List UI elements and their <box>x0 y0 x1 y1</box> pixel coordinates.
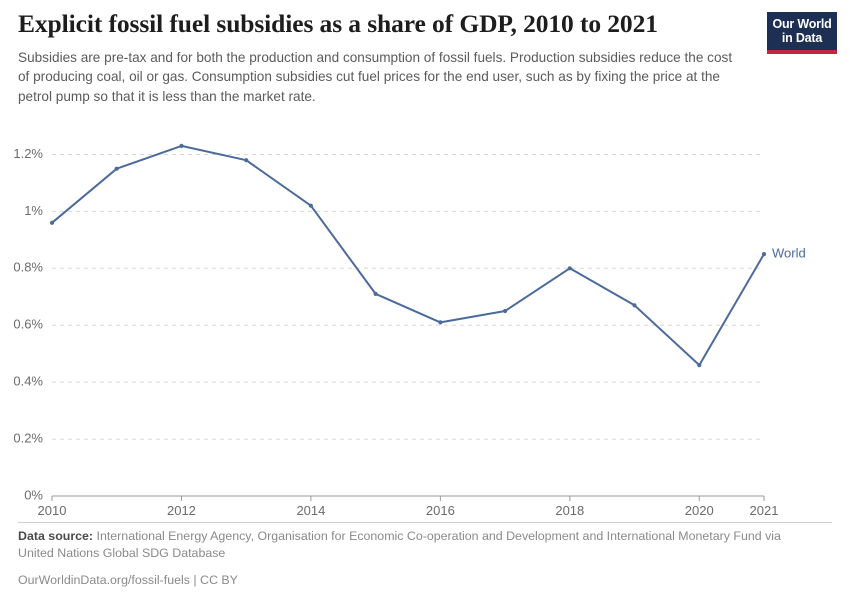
x-axis-tick-label: 2010 <box>38 503 67 518</box>
series-label-world: World <box>772 246 806 261</box>
data-point[interactable] <box>308 203 313 208</box>
x-axis-tick-label: 2018 <box>555 503 584 518</box>
y-axis-tick-label: 0.8% <box>13 260 43 275</box>
y-axis-tick-labels: 0% 0.2% 0.4% 0.6% 0.8% 1% 1.2% <box>13 146 43 503</box>
gridlines <box>52 153 764 440</box>
x-axis-tick-label: 2020 <box>685 503 714 518</box>
x-axis <box>51 495 765 501</box>
data-point[interactable] <box>632 303 637 308</box>
owid-logo[interactable]: Our World in Data <box>767 12 837 54</box>
chart-subtitle: Subsidies are pre-tax and for both the p… <box>18 49 733 104</box>
data-point[interactable] <box>697 363 702 368</box>
data-point[interactable] <box>114 166 119 171</box>
chart-header: Explicit fossil fuel subsidies as a shar… <box>18 9 758 107</box>
data-point[interactable] <box>373 291 378 296</box>
footer-divider <box>18 522 832 523</box>
y-axis-tick-label: 0.6% <box>13 317 43 332</box>
x-axis-tick-label: 2014 <box>296 503 325 518</box>
y-axis-tick-label: 0% <box>24 487 43 502</box>
page-title: Explicit fossil fuel subsidies as a shar… <box>18 9 658 38</box>
owid-logo-line2: in Data <box>781 31 823 45</box>
y-axis-tick-label: 0.4% <box>13 374 43 389</box>
line-chart-svg[interactable]: 0%0.2%0.4%0.6%0.8%1%1.2% 2010 2012 2014 201… <box>0 112 850 522</box>
x-axis-tick-label: 2016 <box>426 503 455 518</box>
owid-logo-line1: Our World <box>772 17 832 31</box>
data-source-label: Data source: <box>18 529 94 543</box>
data-point[interactable] <box>49 220 55 225</box>
data-point[interactable] <box>179 143 184 148</box>
data-source: Data source: International Energy Agency… <box>18 528 818 563</box>
chart-footer: Data source: International Energy Agency… <box>18 528 818 587</box>
x-axis-tick-label: 2021 <box>750 503 779 518</box>
y-axis-tick-label: 1.2% <box>13 146 43 161</box>
data-point[interactable] <box>503 308 508 314</box>
y-axis-tick-label: 0.2% <box>13 431 43 446</box>
x-axis-tick-labels: 2010 2012 2014 2016 2018 2020 2021 <box>38 503 779 518</box>
y-axis-tick-label: 1% <box>24 203 43 218</box>
x-axis-tick-label: 2012 <box>167 503 196 518</box>
data-point[interactable] <box>244 158 249 163</box>
chart-plot-area: 0% 0.2% 0.4% 0.6% 0.8% 1% 1.2% 2010 2012 2014 201… <box>0 112 850 522</box>
series-end-label: World <box>772 246 806 261</box>
data-point[interactable] <box>567 266 572 271</box>
series-world[interactable] <box>49 143 767 368</box>
series-line[interactable] <box>51 144 765 367</box>
license-note[interactable]: OurWorldinData.org/fossil-fuels | CC BY <box>18 572 238 587</box>
data-point[interactable] <box>438 320 443 325</box>
data-source-text: International Energy Agency, Organisatio… <box>18 529 781 561</box>
data-point[interactable] <box>761 252 767 257</box>
